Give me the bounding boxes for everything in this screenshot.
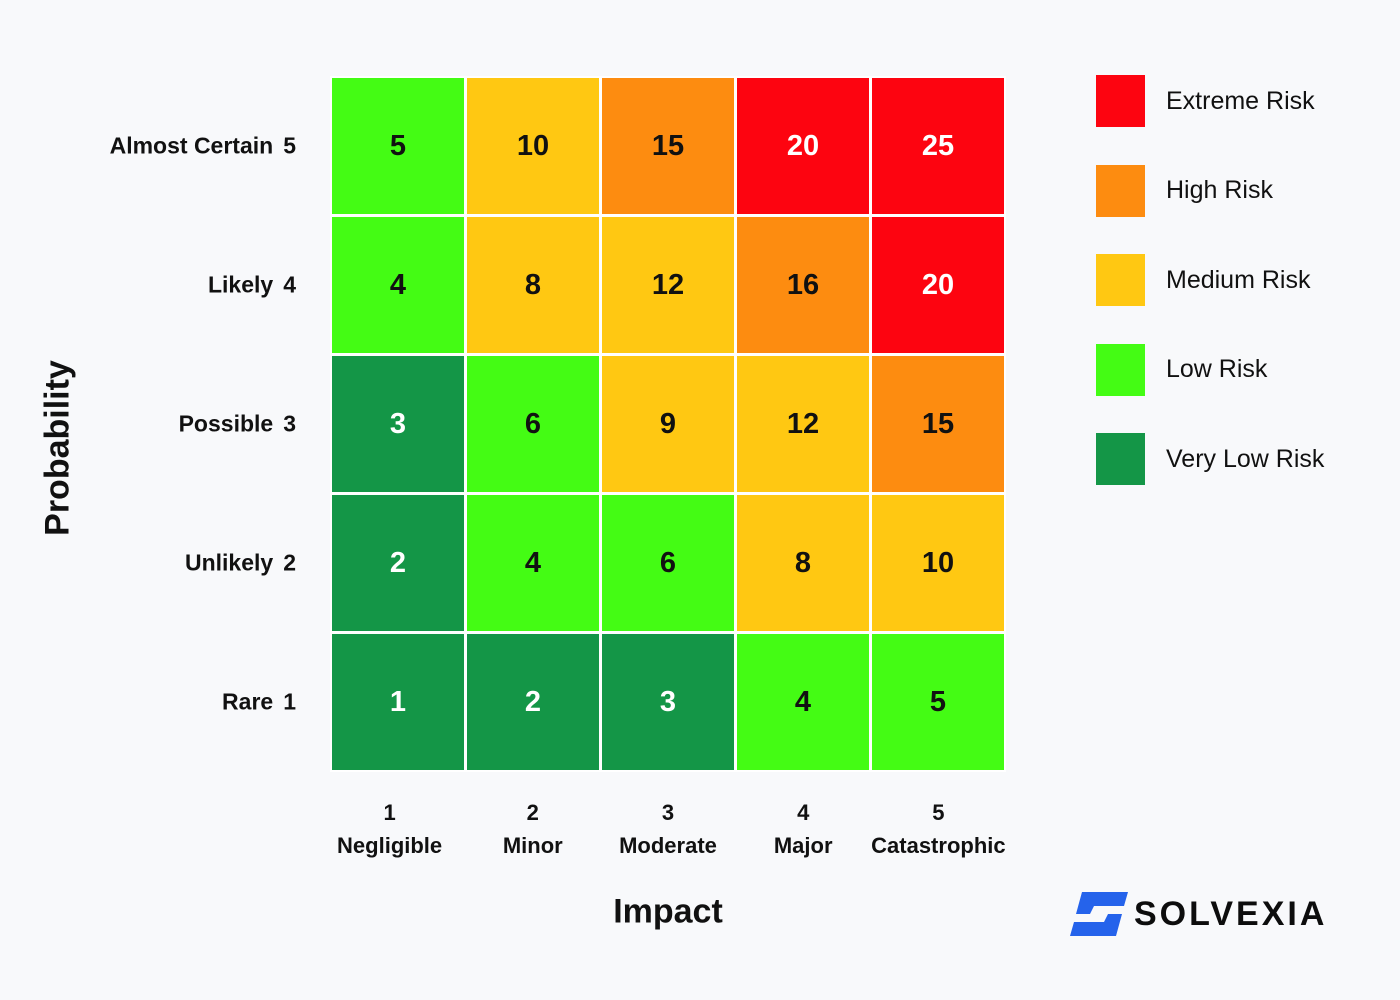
impact-name: Minor [502, 833, 563, 858]
legend-swatch [1096, 164, 1145, 217]
legend-item-high: High Risk [1096, 164, 1324, 218]
matrix-cell-r1-c5: 25 [872, 78, 1004, 214]
matrix-cell-r2-c5: 20 [872, 217, 1004, 353]
risk-matrix-grid: 5 10 15 20 25 4 8 12 16 20 3 6 9 12 15 2 4 6 8 10 1 2 3 4 5 [330, 76, 1006, 772]
probability-name: Possible [178, 410, 274, 437]
matrix-cell-r3-c5: 15 [872, 356, 1004, 492]
legend-label: Extreme Risk [1166, 86, 1315, 115]
impact-name: Negligible [337, 833, 443, 858]
matrix-cell-r5-c3: 3 [602, 634, 734, 770]
matrix-cell-r4-c5: 10 [872, 495, 1004, 631]
probability-name: Rare [222, 688, 274, 715]
impact-label-3: 3 Moderate [593, 796, 743, 862]
impact-number: 2 [526, 800, 539, 825]
impact-number: 4 [797, 800, 810, 825]
impact-number: 1 [383, 800, 396, 825]
matrix-cell-r3-c4: 12 [737, 356, 869, 492]
probability-label-1: Rare 1 [222, 689, 296, 716]
probability-number: 2 [283, 549, 296, 576]
impact-label-1: 1 Negligible [315, 796, 465, 862]
probability-number: 3 [283, 410, 296, 437]
probability-label-5: Almost Certain 5 [110, 132, 296, 159]
legend-label: High Risk [1166, 176, 1273, 204]
probability-label-4: Likely 4 [208, 271, 296, 298]
probability-name: Unlikely [184, 549, 274, 576]
matrix-cell-r3-c2: 6 [467, 356, 599, 492]
matrix-cell-r4-c2: 4 [467, 495, 599, 631]
probability-label-3: Possible 3 [179, 411, 296, 438]
probability-label-2: Unlikely 2 [185, 550, 296, 577]
matrix-cell-r5-c1: 1 [332, 634, 464, 770]
probability-name: Likely [207, 271, 274, 298]
legend-swatch [1096, 343, 1145, 396]
impact-label-2: 2 Minor [458, 796, 608, 862]
matrix-cell-r1-c1: 5 [332, 78, 464, 214]
legend-item-extreme: Extreme Risk [1096, 74, 1324, 128]
matrix-cell-r1-c4: 20 [737, 78, 869, 214]
impact-name: Major [773, 833, 833, 858]
matrix-cell-r5-c2: 2 [467, 634, 599, 770]
impact-name: Moderate [619, 833, 717, 858]
matrix-cell-r1-c2: 10 [467, 78, 599, 214]
legend-swatch [1096, 75, 1145, 127]
impact-number: 5 [932, 800, 945, 825]
impact-name: Catastrophic [871, 833, 1006, 858]
brand-logo: SOLVEXIA [1068, 890, 1327, 938]
legend-item-low: Low Risk [1096, 343, 1324, 397]
legend-item-very-low: Very Low Risk [1096, 432, 1324, 486]
legend-label: Low Risk [1166, 355, 1268, 383]
legend-label: Very Low Risk [1166, 444, 1325, 473]
matrix-cell-r2-c1: 4 [332, 217, 464, 353]
matrix-cell-r3-c3: 9 [602, 356, 734, 492]
matrix-cell-r4-c1: 2 [332, 495, 464, 631]
legend: Extreme Risk High Risk Medium Risk Low Risk… [1096, 74, 1324, 522]
probability-number: 5 [283, 132, 296, 159]
legend-label: Medium Risk [1166, 265, 1311, 294]
legend-swatch [1096, 433, 1145, 485]
matrix-cell-r1-c3: 15 [602, 78, 734, 214]
probability-number: 4 [283, 271, 296, 298]
impact-number: 3 [661, 800, 675, 825]
probability-number: 1 [283, 688, 296, 715]
matrix-cell-r3-c1: 3 [332, 356, 464, 492]
matrix-cell-r5-c5: 5 [872, 634, 1004, 770]
probability-name: Almost Certain [109, 132, 274, 159]
matrix-cell-r5-c4: 4 [737, 634, 869, 770]
x-axis-title: Impact [613, 892, 723, 931]
brand-name: SOLVEXIA [1134, 894, 1328, 933]
y-axis-title: Probability [38, 360, 77, 536]
matrix-cell-r4-c3: 6 [602, 495, 734, 631]
impact-label-4: 4 Major [728, 796, 878, 862]
solvexia-logo-icon [1070, 892, 1128, 936]
impact-label-5: 5 Catastrophic [863, 796, 1013, 862]
legend-item-medium: Medium Risk [1096, 253, 1324, 307]
matrix-cell-r2-c3: 12 [602, 217, 734, 353]
matrix-cell-r2-c4: 16 [737, 217, 869, 353]
legend-swatch [1096, 254, 1145, 306]
matrix-cell-r2-c2: 8 [467, 217, 599, 353]
matrix-cell-r4-c4: 8 [737, 495, 869, 631]
